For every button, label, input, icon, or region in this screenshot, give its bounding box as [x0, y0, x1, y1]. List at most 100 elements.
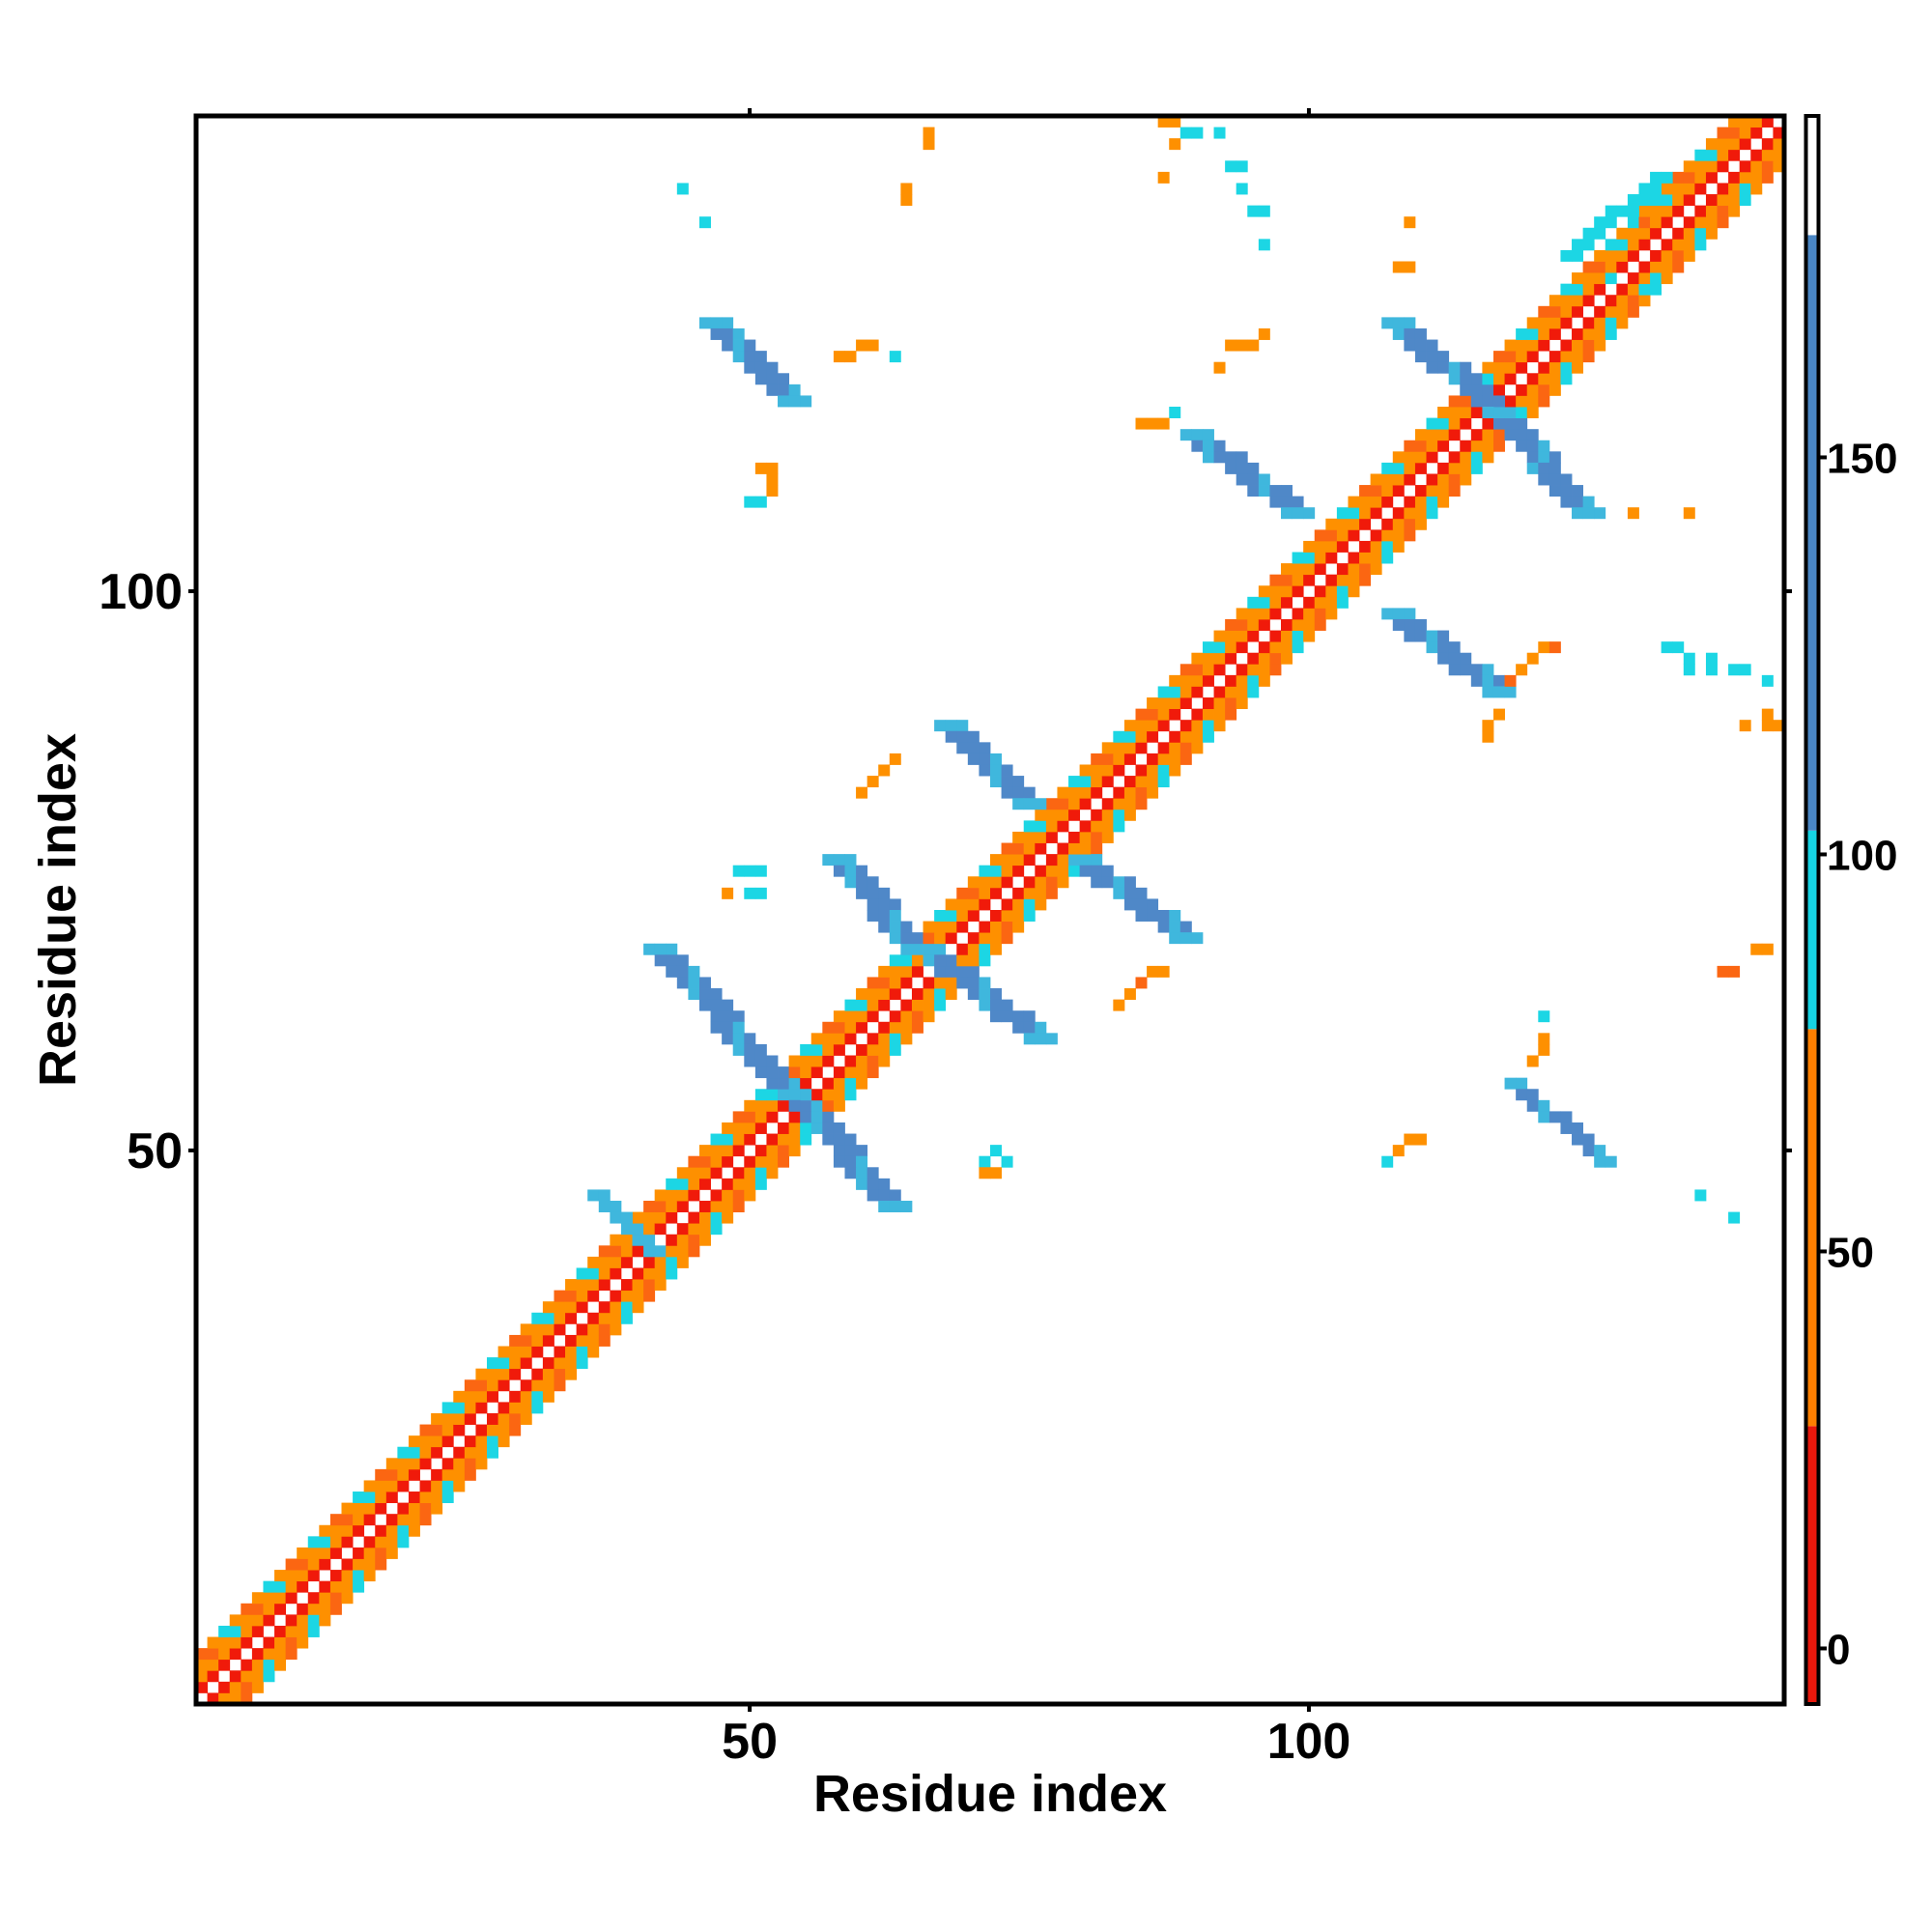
contact-cell [1739, 720, 1751, 732]
contact-cell [1359, 485, 1372, 497]
contact-cell [431, 1424, 443, 1436]
contact-cell [1605, 261, 1617, 273]
contact-cell [1392, 529, 1405, 542]
contact-cell [688, 965, 700, 978]
contact-cell [1147, 786, 1159, 799]
contact-cell [464, 1435, 476, 1448]
contact-cell [844, 1133, 857, 1146]
contact-cell [1202, 697, 1214, 710]
contact-cell [531, 1346, 544, 1358]
contact-cell [844, 1066, 857, 1079]
contact-cell [1336, 563, 1349, 576]
contact-cell [1504, 395, 1517, 408]
contact-cell [274, 1570, 287, 1582]
contact-cell [218, 1648, 231, 1661]
contact-cell [990, 910, 1002, 922]
contact-cell [1750, 160, 1763, 173]
contact-cell [1359, 496, 1372, 508]
contact-cell [1638, 216, 1651, 229]
contact-cell [1314, 608, 1326, 620]
contact-cell [1392, 1145, 1405, 1157]
contact-cell [1605, 327, 1617, 340]
contact-cell [385, 1480, 398, 1492]
contact-cell [1370, 563, 1382, 576]
contact-cell [1548, 384, 1561, 396]
contact-cell [1694, 205, 1707, 217]
contact-cell [1627, 507, 1639, 520]
contact-cell [1236, 462, 1248, 474]
contact-cell [1123, 988, 1136, 1001]
contact-cell [1157, 697, 1170, 710]
contact-cell [598, 1323, 611, 1336]
contact-cell [1179, 742, 1192, 754]
contact-cell [610, 1323, 622, 1336]
contact-cell [754, 1043, 767, 1056]
contact-cell [1404, 440, 1416, 452]
contact-cell [666, 1201, 678, 1212]
contact-cell [744, 1099, 756, 1112]
contact-cell [833, 1145, 845, 1157]
contact-cell [341, 1580, 354, 1593]
contact-cell [251, 1670, 264, 1683]
contact-cell [487, 1446, 498, 1459]
contact-cell [542, 1312, 554, 1324]
contact-cell [1492, 417, 1505, 430]
contact-cell [1303, 552, 1316, 564]
contact-cell [979, 932, 991, 945]
contact-cell [1526, 351, 1539, 363]
contact-cell [1157, 776, 1170, 788]
contact-cell [979, 988, 991, 1001]
contact-cell [1135, 720, 1148, 732]
contact-cell [1068, 865, 1081, 877]
contact-cell [397, 1446, 410, 1459]
contact-cell [1023, 831, 1036, 843]
contact-cell [900, 194, 913, 207]
contact-cell [1147, 697, 1159, 710]
contact-cell [1616, 227, 1629, 240]
contact-cell [956, 742, 969, 754]
contact-cell [710, 999, 723, 1011]
contact-cell [1572, 507, 1584, 520]
contact-cell [587, 1279, 600, 1292]
contact-cell [1426, 451, 1438, 464]
contact-cell [1694, 149, 1707, 161]
contact-cell [1236, 339, 1248, 352]
contact-cell [385, 1547, 398, 1559]
contact-cell [856, 887, 868, 899]
contact-cell [889, 965, 901, 978]
contact-cell [1683, 194, 1695, 207]
contact-cell [1370, 552, 1382, 564]
contact-cell [710, 1167, 723, 1179]
contact-cell [1202, 674, 1214, 687]
contact-cell [967, 753, 980, 765]
contact-cell [744, 1033, 756, 1045]
contact-cell [1761, 171, 1774, 184]
contact-cell [1750, 149, 1763, 161]
contact-cell [1123, 898, 1136, 911]
contact-cell [800, 1089, 812, 1101]
contact-cell [1281, 596, 1293, 609]
contact-cell [487, 1379, 498, 1392]
contact-cell [934, 910, 947, 922]
contact-cell [297, 1580, 309, 1593]
contact-cell [956, 720, 969, 732]
contact-cell [1516, 351, 1528, 363]
contact-cell [319, 1592, 331, 1605]
contact-cell [1001, 1155, 1013, 1168]
contact-cell [1426, 473, 1438, 486]
contact-cell [766, 1055, 779, 1067]
contact-cell [990, 932, 1002, 945]
contact-cell [1516, 440, 1528, 452]
contact-cell [576, 1357, 588, 1370]
contact-cell [1023, 887, 1036, 899]
contact-cell [329, 1536, 342, 1548]
contact-cell [1392, 327, 1405, 340]
contact-cell [509, 1368, 522, 1380]
contact-cell [576, 1301, 588, 1314]
contact-cell [766, 1145, 779, 1157]
contact-cell [1482, 440, 1494, 452]
contact-cell [1572, 305, 1584, 318]
contact-cell [1179, 921, 1192, 933]
contact-cell [610, 1234, 622, 1246]
contact-cell [1101, 764, 1114, 777]
